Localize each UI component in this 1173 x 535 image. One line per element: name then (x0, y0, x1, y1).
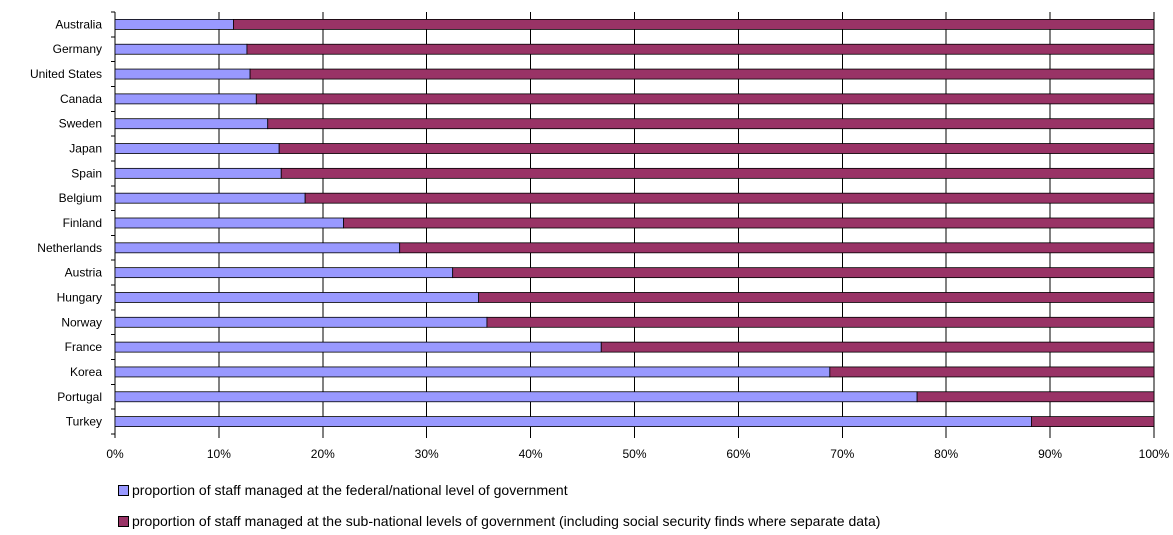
y-category-label: Canada (60, 92, 102, 106)
bar-federal (114, 366, 831, 378)
y-category-label: Norway (61, 315, 102, 329)
bar-subnational (233, 19, 1155, 30)
bar-subnational (452, 267, 1155, 279)
bar-federal (114, 242, 401, 254)
x-tick-label: 20% (311, 447, 335, 461)
x-tick-label: 100% (1139, 447, 1170, 461)
bar-subnational (399, 242, 1155, 254)
x-tick-label: 30% (415, 447, 439, 461)
bar-subnational (343, 217, 1155, 229)
y-category-label: Netherlands (37, 241, 102, 255)
bar-federal (114, 416, 1032, 427)
bar-federal (114, 143, 280, 154)
x-tick-label: 60% (726, 447, 750, 461)
x-tick-label: 80% (934, 447, 958, 461)
y-category-label: Sweden (59, 117, 102, 131)
bar-subnational (246, 43, 1155, 55)
bar-subnational (267, 118, 1155, 130)
y-category-label: Finland (63, 216, 102, 230)
bar-federal (114, 192, 306, 204)
bar-federal (114, 267, 454, 279)
x-tick-label: 10% (207, 447, 231, 461)
y-category-label: Australia (55, 17, 102, 31)
bar-subnational (829, 366, 1155, 378)
legend-swatch-subnational (118, 515, 129, 527)
bar-federal (114, 391, 918, 403)
bar-federal (114, 341, 602, 353)
y-category-label: Japan (69, 142, 102, 156)
bar-subnational (249, 68, 1155, 80)
legend-label-federal: proportion of staff managed at the feder… (132, 482, 568, 498)
x-tick-label: 40% (519, 447, 543, 461)
bar-subnational (1030, 416, 1155, 427)
bar-federal (114, 68, 251, 80)
bar-subnational (304, 192, 1155, 204)
legend-swatch-federal (118, 484, 129, 496)
y-category-label: Korea (70, 365, 102, 379)
bar-subnational (600, 341, 1155, 353)
x-tick-label: 0% (106, 447, 124, 461)
bar-subnational (280, 167, 1155, 179)
x-tick-label: 70% (830, 447, 854, 461)
legend-item-subnational: proportion of staff managed at the sub-n… (118, 513, 880, 529)
bar-federal (114, 292, 480, 303)
x-tick-label: 90% (1038, 447, 1062, 461)
bar-subnational (486, 316, 1155, 328)
y-category-label: Portugal (57, 390, 102, 404)
bar-federal (114, 316, 488, 328)
bar-subnational (278, 143, 1155, 154)
bar-subnational (916, 391, 1155, 403)
y-category-label: France (65, 340, 103, 354)
bar-subnational (478, 292, 1155, 303)
bar-federal (114, 118, 269, 130)
y-category-label: Hungary (57, 290, 102, 304)
bar-subnational (255, 93, 1155, 105)
y-category-label: Turkey (66, 415, 102, 429)
x-tick-label: 50% (622, 447, 646, 461)
y-category-label: United States (30, 67, 102, 81)
legend-label-subnational: proportion of staff managed at the sub-n… (132, 513, 881, 529)
bar-federal (114, 93, 257, 105)
y-category-label: Austria (65, 266, 103, 280)
legend-item-federal: proportion of staff managed at the feder… (118, 482, 568, 498)
bar-federal (114, 43, 248, 55)
y-category-label: Belgium (59, 191, 102, 205)
bar-federal (114, 217, 344, 229)
bar-federal (114, 19, 234, 30)
y-category-label: Spain (71, 166, 102, 180)
bar-federal (114, 167, 282, 179)
y-category-label: Germany (53, 42, 102, 56)
